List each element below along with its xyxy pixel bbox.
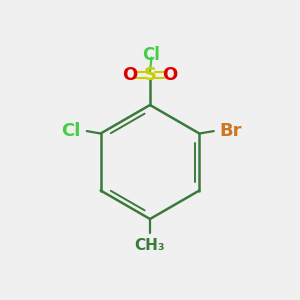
Text: Br: Br (220, 122, 242, 140)
Text: O: O (123, 66, 138, 84)
Text: S: S (143, 66, 157, 84)
Text: Cl: Cl (142, 46, 160, 64)
Text: Cl: Cl (61, 122, 80, 140)
Text: CH₃: CH₃ (135, 238, 165, 253)
Text: O: O (162, 66, 177, 84)
